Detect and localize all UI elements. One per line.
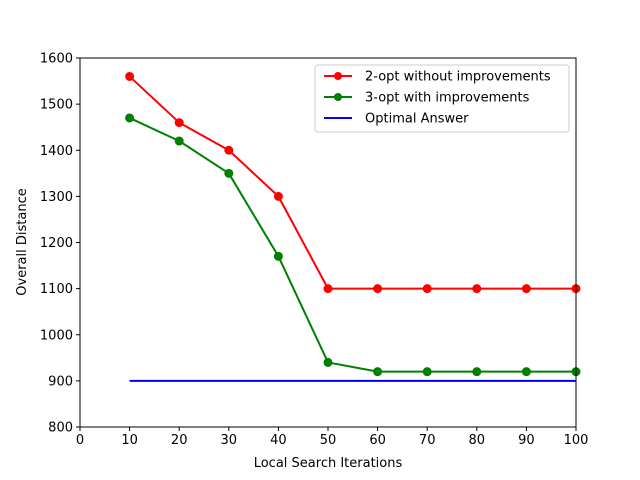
series-line-1 (129, 117, 576, 373)
data-point-0 (373, 284, 383, 294)
data-point-0 (224, 145, 234, 155)
y-tick-label: 1600 (40, 52, 73, 67)
y-tick-label: 1100 (40, 282, 73, 297)
x-ticks: 0 10 20 30 40 50 60 70 80 90 100 (76, 427, 589, 448)
data-point-0 (273, 191, 283, 201)
legend-label: 3-opt with improvements (365, 91, 530, 106)
y-tick-label: 800 (48, 421, 73, 436)
x-axis-label: Local Search Iterations (254, 456, 403, 471)
data-point-1 (472, 367, 482, 377)
y-tick-label: 1200 (40, 236, 73, 251)
data-point-1 (422, 367, 432, 377)
series-line-0 (128, 75, 576, 290)
y-tick-label: 1500 (40, 98, 73, 113)
data-point-1 (521, 367, 531, 377)
legend-swatch-marker (334, 72, 342, 80)
legend-label: 2-opt without improvements (365, 70, 551, 85)
data-point-1 (323, 357, 333, 367)
legend-label: Optimal Answer (365, 112, 469, 127)
legend-box (314, 64, 570, 133)
data-point-0 (422, 284, 432, 294)
data-point-1 (224, 168, 234, 178)
data-point-0 (472, 284, 482, 294)
data-point-0 (521, 284, 531, 294)
x-tick-label: 90 (518, 433, 535, 448)
x-tick-label: 30 (221, 433, 238, 448)
legend-swatch-marker (334, 93, 342, 101)
data-point-1 (174, 136, 184, 146)
data-point-1 (373, 367, 383, 377)
x-tick-label: 100 (564, 433, 589, 448)
y-ticks: 800 900 1000 1100 1200 1300 1400 1500 1600 (40, 52, 80, 436)
x-tick-label: 60 (369, 433, 386, 448)
x-tick-label: 70 (419, 433, 436, 448)
data-point-0 (174, 118, 184, 128)
y-tick-label: 1300 (40, 190, 73, 205)
x-tick-label: 10 (121, 433, 138, 448)
y-tick-label: 900 (48, 374, 73, 389)
x-tick-label: 0 (76, 433, 84, 448)
data-point-1 (125, 113, 135, 123)
data-point-1 (273, 251, 283, 261)
data-point-0 (125, 71, 135, 81)
data-point-0 (323, 284, 333, 294)
legend: 2-opt without improvements 3-opt with imp… (314, 64, 570, 133)
x-tick-label: 80 (469, 433, 486, 448)
y-tick-label: 1000 (40, 328, 73, 343)
series-layer (125, 71, 581, 382)
y-tick-label: 1400 (40, 144, 73, 159)
x-tick-label: 20 (171, 433, 188, 448)
x-tick-label: 50 (320, 433, 337, 448)
y-axis-label: Overall Distance (15, 188, 30, 295)
x-tick-label: 40 (270, 433, 287, 448)
